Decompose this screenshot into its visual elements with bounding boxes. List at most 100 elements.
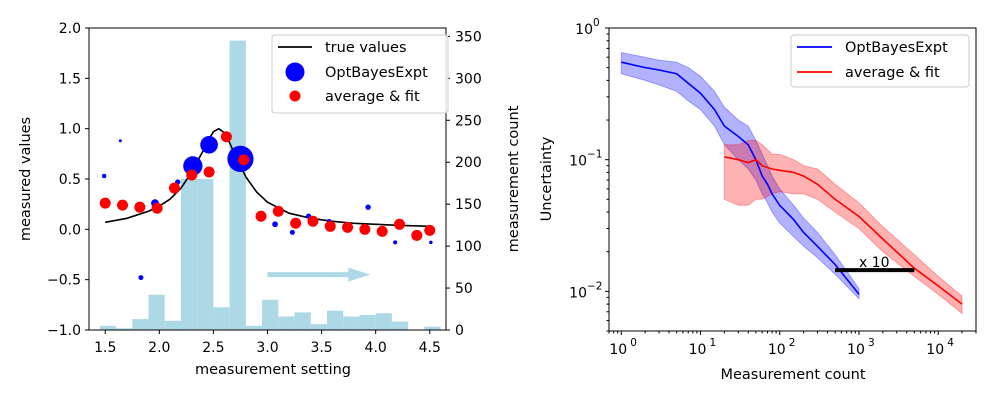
left-y-axis-label: measured values (18, 117, 34, 241)
y-tick-label: 0.5 (59, 172, 81, 188)
x-tick-label: 3.0 (256, 340, 278, 356)
x-tick-label: 4.0 (365, 340, 387, 356)
legend-optbayes-label-right: OptBayesExpt (845, 40, 948, 56)
left-y2-ticks: 0 50 100 150 200 250 300 350 (446, 29, 482, 339)
right-x-ticks: 10 0 10 1 10 2 10 3 10 4 (608, 331, 977, 358)
average-point (117, 199, 129, 211)
y-tick-exponent: −2 (587, 280, 602, 292)
histogram-bar (391, 321, 409, 330)
histogram-bar (424, 326, 441, 330)
average-point (290, 217, 302, 229)
y-tick-label: 1.0 (59, 122, 81, 138)
optbayes-point (101, 173, 107, 179)
left-arrow (267, 267, 371, 282)
left-chart: 1.5 2.0 2.5 3.0 3.5 4.0 4.5 −1.0 −0.5 0.0 0.5 1.0 1… (18, 21, 522, 378)
right-legend-box (790, 34, 970, 88)
x-tick-label: 10 (847, 342, 865, 358)
left-histogram (99, 40, 441, 330)
optbayes-uncertainty-line (621, 61, 860, 295)
optbayes-uncertainty-band (620, 51, 860, 300)
x-tick-label: 4.5 (419, 340, 441, 356)
x-tick-label: 2.0 (148, 340, 170, 356)
y-tick-exponent: 0 (593, 17, 600, 29)
average-point (307, 215, 319, 227)
right-legend: OptBayesExpt average & fit (790, 34, 970, 88)
histogram-bar (197, 179, 214, 330)
average-points (99, 131, 436, 241)
y-tick-label: 10 (569, 154, 587, 170)
optbayes-point (429, 240, 433, 245)
histogram-bar (343, 316, 360, 330)
average-point (238, 154, 250, 166)
x-tick-exponent: 2 (789, 337, 796, 349)
histogram-bar (180, 179, 198, 330)
y2-tick-label: 350 (455, 29, 482, 45)
legend-optbayes-label: OptBayesExpt (325, 65, 428, 81)
histogram-bar (359, 314, 376, 330)
average-point (411, 229, 423, 241)
left-x-ticks: 1.5 2.0 2.5 3.0 3.5 4.0 4.5 (94, 330, 441, 356)
x-tick-exponent: 1 (710, 337, 717, 349)
histogram-bar (294, 312, 311, 330)
optbayes-point (289, 229, 295, 235)
histogram-bar (164, 320, 181, 330)
x-tick-exponent: 3 (868, 337, 875, 349)
average-point (220, 131, 232, 143)
legend-average-label-right: average & fit (845, 65, 940, 81)
average-point (272, 205, 284, 217)
y-tick-label: −1.0 (47, 323, 81, 339)
optbayes-point (365, 204, 371, 210)
x-tick-label: 10 (609, 342, 627, 358)
y2-tick-label: 50 (455, 281, 473, 297)
x-tick-exponent: 0 (630, 337, 637, 349)
right-x-axis-label: Measurement count (720, 367, 865, 383)
optbayes-point (183, 156, 203, 176)
y-tick-label: −0.5 (47, 273, 81, 289)
optbayes-point (118, 139, 122, 143)
histogram-bar (116, 328, 133, 330)
average-point (99, 197, 111, 209)
y2-tick-label: 150 (455, 197, 482, 213)
average-point (424, 224, 436, 236)
histogram-bar (148, 294, 165, 330)
histogram-bar (327, 310, 344, 330)
average-point (168, 182, 180, 194)
optbayes-point (393, 240, 398, 245)
average-point (393, 218, 405, 230)
histogram-bar (245, 325, 263, 330)
right-y-axis-label: Uncertainty (539, 136, 555, 221)
x-tick-label: 10 (926, 342, 944, 358)
histogram-bar (213, 307, 230, 330)
y2-tick-label: 250 (455, 113, 482, 129)
histogram-bar (229, 40, 246, 330)
average-point (324, 220, 336, 232)
optbayes-points (101, 135, 433, 281)
x-tick-exponent: 4 (947, 337, 954, 349)
y-tick-label: 10 (575, 22, 593, 38)
arrow-head (348, 267, 371, 282)
left-y-ticks: −1.0 −0.5 0.0 0.5 1.0 1.5 2.0 (47, 21, 89, 339)
left-x-axis-label: measurement setting (195, 362, 351, 378)
average-point (376, 225, 388, 237)
y2-tick-label: 200 (455, 155, 482, 171)
left-y2-axis-label: measurement count (506, 105, 522, 252)
histogram-bar (99, 325, 117, 330)
x10-annotation: x 10 (859, 255, 890, 271)
legend-average-label: average & fit (325, 89, 420, 105)
y-tick-label: 0.0 (59, 222, 81, 238)
average-uncertainty-band (723, 139, 963, 315)
x-tick-label: 10 (689, 342, 707, 358)
average-point (186, 169, 198, 181)
y-tick-label: 2.0 (59, 21, 81, 37)
y2-tick-label: 0 (455, 323, 464, 339)
x-tick-label: 3.5 (310, 340, 332, 356)
average-point (134, 201, 146, 213)
y-tick-exponent: −1 (587, 149, 602, 161)
y2-tick-label: 100 (455, 239, 482, 255)
y-tick-label: 10 (569, 285, 587, 301)
optbayes-point (200, 135, 218, 154)
histogram-bar (132, 319, 149, 330)
average-point (203, 166, 215, 178)
